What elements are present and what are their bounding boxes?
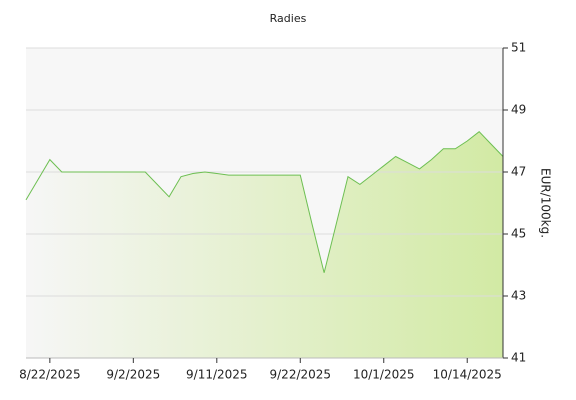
area [26, 131, 503, 358]
y-axis-label: EUR/100kg. [539, 168, 553, 238]
x-tick-label: 9/11/2025 [186, 368, 248, 382]
y-tick-label: 47 [511, 165, 526, 179]
y-tick-label: 51 [511, 41, 526, 55]
x-tick-label: 10/14/2025 [433, 368, 502, 382]
x-tick-label: 9/2/2025 [106, 368, 160, 382]
y-tick-label: 43 [511, 289, 526, 303]
y-tick-label: 45 [511, 227, 526, 241]
chart-title: Radies [270, 12, 307, 25]
y-tick-label: 41 [511, 351, 526, 365]
x-tick-label: 9/22/2025 [270, 368, 332, 382]
x-tick-label: 10/1/2025 [353, 368, 415, 382]
line [25, 131, 504, 273]
x-tick-label: 8/22/2025 [19, 368, 81, 382]
y-tick-label: 49 [511, 103, 526, 117]
